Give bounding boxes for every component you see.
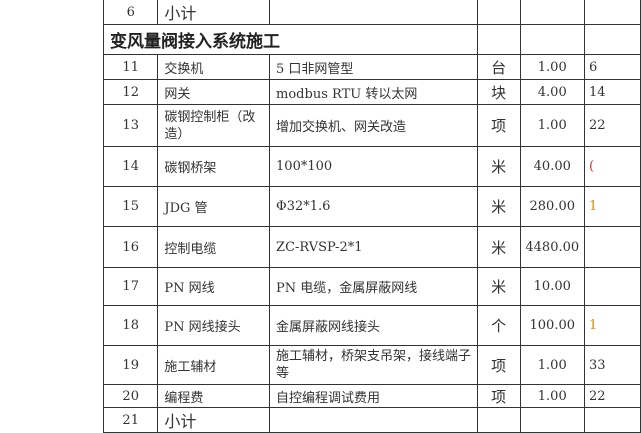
cell-spec[interactable]: 100*100 <box>269 146 478 187</box>
cell-qty[interactable] <box>519 24 585 55</box>
cell-no[interactable]: 15 <box>102 186 159 227</box>
table-row: 14 碳钢桥架 100*100 米 40.00( <box>102 146 641 187</box>
cell-no[interactable]: 18 <box>102 305 159 346</box>
cell-price[interactable]: 22 <box>583 384 641 408</box>
table-row: 11 交换机 5 口非网管型台 1.00 6 <box>102 54 641 80</box>
cell-qty[interactable]: 1.00 <box>519 345 585 385</box>
cell-qty[interactable]: 1.00 <box>519 54 585 80</box>
cell-spec[interactable]: 自控编程调试费用 <box>269 384 478 408</box>
cell-price[interactable] <box>583 407 641 433</box>
cell-no[interactable]: 20 <box>102 384 159 408</box>
cell-no[interactable]: 11 <box>102 54 159 80</box>
cell-no[interactable]: 17 <box>102 267 159 306</box>
cell-spec[interactable] <box>269 0 478 25</box>
table-row: 20 编程费 自控编程调试费用项 1.00 22 <box>102 384 641 408</box>
cell-qty[interactable]: 4480.00 <box>519 226 585 268</box>
cell-spec[interactable]: 金属屏蔽网线接头 <box>269 305 478 346</box>
cell-qty[interactable]: 10.00 <box>519 267 585 306</box>
cell-name[interactable]: 网关 <box>157 79 271 105</box>
cell-unit[interactable]: 米 <box>476 146 521 187</box>
table-row: 17 PN 网线 PN 电缆，金属屏蔽网线米 10.00 <box>102 267 641 306</box>
cell-name[interactable]: 碳钢控制柜（改造） <box>157 104 271 147</box>
cell-qty[interactable] <box>519 0 585 25</box>
cell-price[interactable]: 6 <box>583 54 641 80</box>
cell-unit[interactable]: 项 <box>476 104 521 147</box>
table-row: 13 碳钢控制柜（改造） 增加交换机、网关改造项 1.00 22 <box>102 104 641 147</box>
cell-qty[interactable]: 40.00 <box>519 146 585 187</box>
cell-unit[interactable]: 个 <box>476 305 521 346</box>
cell-unit[interactable]: 米 <box>476 186 521 227</box>
section-row: 变风量阀接入系统施工 <box>103 24 641 55</box>
cell-unit[interactable]: 项 <box>476 345 521 385</box>
cell-name[interactable]: PN 网线 <box>157 267 271 306</box>
cell-price[interactable]: 33 <box>583 345 641 385</box>
cell-qty[interactable] <box>519 407 585 433</box>
cell-price[interactable]: 22 <box>583 104 641 147</box>
cell-price[interactable] <box>583 226 641 268</box>
cell-price[interactable] <box>583 267 641 306</box>
cell-no[interactable]: 16 <box>102 226 159 268</box>
cell-name[interactable]: 施工辅材 <box>157 345 271 385</box>
cell-price[interactable]: 1 <box>583 305 641 346</box>
cell-spec[interactable]: ZC-RVSP-2*1 <box>269 226 478 268</box>
table-row: 15 JDG 管 Φ32*1.6 米 280.00 1 <box>102 186 641 227</box>
cell-qty[interactable]: 4.00 <box>519 79 585 105</box>
cell-spec[interactable]: Φ32*1.6 <box>269 186 478 227</box>
cell-name[interactable]: 碳钢桥架 <box>157 146 271 187</box>
cell-no[interactable]: 12 <box>102 79 159 105</box>
cell-qty[interactable]: 280.00 <box>519 186 585 227</box>
cell-name[interactable]: 小计 <box>157 0 271 25</box>
section-title[interactable]: 变风量阀接入系统施工 <box>103 24 478 55</box>
table-row: 16 控制电缆 ZC-RVSP-2*1 米 4480.00 <box>102 226 641 268</box>
cell-unit[interactable] <box>476 0 521 25</box>
cell-price[interactable]: 1 <box>583 186 641 227</box>
cell-name[interactable]: 编程费 <box>157 384 271 408</box>
cell-no[interactable]: 19 <box>102 345 159 385</box>
table-row: 18 PN 网线接头 金属屏蔽网线接头个 100.00 1 <box>102 305 641 346</box>
cell-unit[interactable] <box>476 24 521 55</box>
cell-name[interactable]: 小计 <box>157 407 271 433</box>
cell-price[interactable] <box>583 0 641 25</box>
table-row: 21 小计 <box>102 407 641 433</box>
cell-unit[interactable] <box>476 407 521 433</box>
cell-no[interactable]: 6 <box>102 0 159 25</box>
cell-qty[interactable]: 100.00 <box>519 305 585 346</box>
cell-spec[interactable]: modbus RTU 转以太网 <box>269 79 478 105</box>
cell-spec[interactable]: 5 口非网管型 <box>269 54 478 80</box>
cell-no[interactable]: 14 <box>102 146 159 187</box>
table-row: 12 网关 modbus RTU 转以太网块 4.00 14 <box>102 79 641 105</box>
cell-qty[interactable]: 1.00 <box>519 104 585 147</box>
cell-price[interactable]: ( <box>583 146 641 187</box>
cell-qty[interactable]: 1.00 <box>519 384 585 408</box>
cell-unit[interactable]: 块 <box>476 79 521 105</box>
cell-unit[interactable]: 台 <box>476 54 521 80</box>
cell-unit[interactable]: 项 <box>476 384 521 408</box>
cell-name[interactable]: JDG 管 <box>157 186 271 227</box>
cell-unit[interactable]: 米 <box>476 226 521 268</box>
quotation-table: 6 小计 变风量阀接入系统施工 11 交换机 5 口非网管型台 1.00 6 12 网关 mo… <box>102 0 641 433</box>
table-row: 19 施工辅材 施工辅材，桥架支吊架，接线端子等项 1.00 33 <box>102 345 641 385</box>
table-row: 6 小计 <box>102 0 641 25</box>
cell-spec[interactable]: 施工辅材，桥架支吊架，接线端子等 <box>269 345 478 385</box>
cell-name[interactable]: 交换机 <box>157 54 271 80</box>
cell-spec[interactable] <box>269 407 478 433</box>
cell-name[interactable]: PN 网线接头 <box>157 305 271 346</box>
cell-unit[interactable]: 米 <box>476 267 521 306</box>
cell-spec[interactable]: 增加交换机、网关改造 <box>269 104 478 147</box>
cell-spec[interactable]: PN 电缆，金属屏蔽网线 <box>269 267 478 306</box>
cell-no[interactable]: 21 <box>102 407 159 433</box>
cell-price[interactable] <box>583 24 641 55</box>
cell-price[interactable]: 14 <box>583 79 641 105</box>
cell-name[interactable]: 控制电缆 <box>157 226 271 268</box>
cell-no[interactable]: 13 <box>102 104 159 147</box>
